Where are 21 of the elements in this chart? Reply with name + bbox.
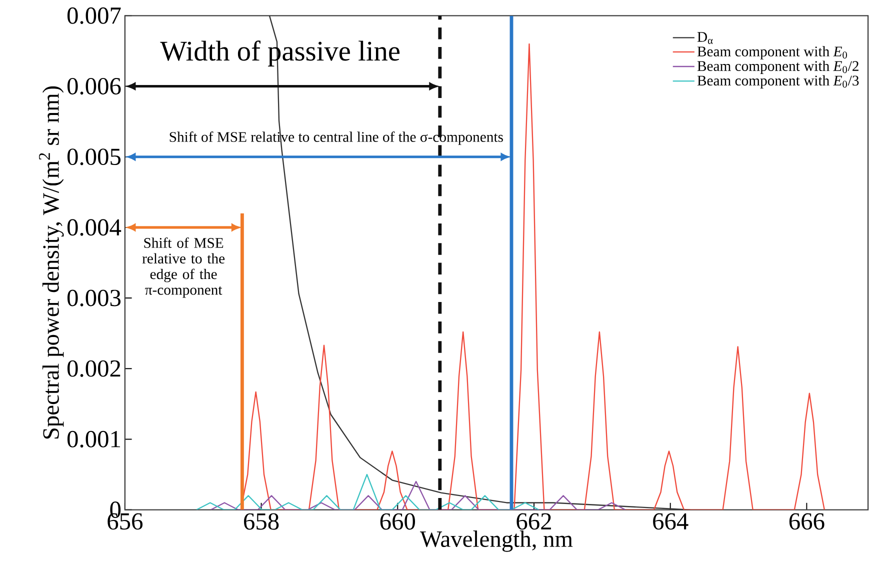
- x-tick-label: 660: [380, 513, 416, 530]
- legend-label: Beam component with E$_{0}$/2: [697, 60, 858, 74]
- y-tick-label: 0.005: [67, 148, 121, 166]
- x-tick-label: 664: [653, 513, 688, 530]
- x-tick-label: 666: [789, 513, 824, 530]
- x-tick-label: 662: [516, 513, 551, 530]
- legend-label: Beam component with E$_{0}$: [697, 46, 847, 60]
- x-tick-label: 658: [244, 513, 279, 530]
- y-tick-label: 0.001: [67, 431, 120, 448]
- legend-label: D$_{α}$: [697, 32, 713, 44]
- y-tick-label: 0.004: [67, 219, 122, 236]
- line-series: [210, 481, 626, 510]
- x-axis-title: Wavelength, nm: [420, 530, 573, 552]
- y-tick-label: 0.002: [67, 360, 120, 378]
- legend-label: Beam component with E$_{0}$/3: [697, 75, 859, 89]
- y-tick-label: 0.006: [67, 78, 121, 95]
- y-axis-title: Spectral power density, W/(m$^{2}$ sr nm): [39, 86, 64, 439]
- annotation: Shift of MSE relative to the edge of the π-component: [142, 238, 225, 298]
- line-series: [196, 474, 540, 510]
- y-tick-label: 0.003: [67, 290, 121, 307]
- y-tick-label: 0.007: [67, 8, 121, 24]
